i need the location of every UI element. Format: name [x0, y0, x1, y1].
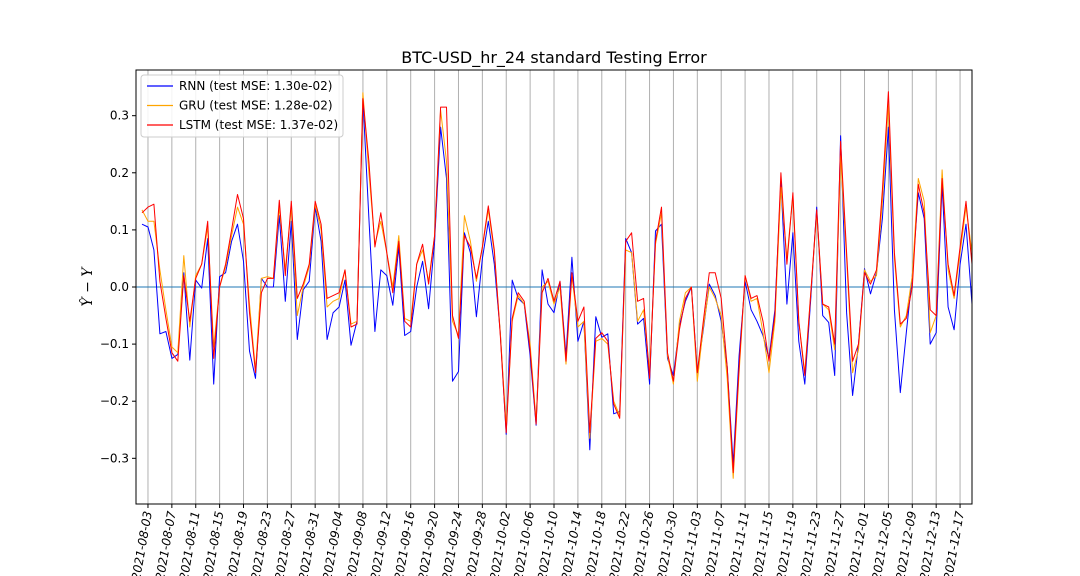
legend-box: [140, 74, 344, 138]
x-tick-label: 2021-08-31: [296, 510, 322, 576]
x-tick-label: 2021-11-03: [678, 510, 704, 576]
y-tick-label: 0.2: [110, 166, 129, 180]
x-tick-label: 2021-11-15: [750, 510, 776, 576]
x-axis: 2021-08-032021-08-072021-08-112021-08-15…: [129, 504, 967, 576]
x-tick-label: 2021-10-06: [511, 510, 537, 576]
y-axis-label: Ŷ − Y: [78, 266, 96, 307]
x-tick-label: 2021-11-19: [774, 510, 800, 576]
series-lines: [141, 91, 973, 479]
x-tick-label: 2021-10-14: [559, 510, 585, 576]
chart-title: BTC-USD_hr_24 standard Testing Error: [401, 48, 707, 68]
x-tick-label: 2021-12-09: [893, 510, 919, 576]
legend-label-rnn: RNN (test MSE: 1.30e-02): [179, 79, 332, 93]
y-tick-label: −0.1: [100, 337, 129, 351]
y-tick-label: 0.0: [110, 280, 129, 294]
x-tick-label: 2021-08-19: [225, 510, 251, 576]
x-tick-label: 2021-10-26: [631, 510, 657, 576]
x-tick-label: 2021-11-27: [822, 510, 848, 576]
x-tick-label: 2021-08-27: [272, 510, 298, 576]
x-tick-label: 2021-10-30: [654, 510, 680, 576]
x-tick-label: 2021-09-04: [320, 510, 346, 576]
y-tick-label: −0.2: [100, 394, 129, 408]
x-tick-label: 2021-08-07: [153, 510, 179, 576]
y-tick-label: −0.3: [100, 451, 129, 465]
x-tick-label: 2021-09-24: [440, 510, 466, 576]
legend-label-gru: GRU (test MSE: 1.28e-02): [179, 99, 333, 113]
x-tick-label: 2021-09-28: [463, 510, 489, 576]
x-tick-label: 2021-10-10: [535, 510, 561, 576]
x-tick-label: 2021-09-08: [344, 510, 370, 576]
x-tick-label: 2021-12-17: [941, 510, 967, 576]
y-tick-label: 0.3: [110, 109, 129, 123]
x-tick-label: 2021-12-13: [917, 510, 943, 576]
x-tick-label: 2021-08-23: [248, 510, 274, 576]
x-tick-label: 2021-09-16: [392, 510, 418, 576]
x-tick-label: 2021-09-20: [416, 510, 442, 576]
legend: RNN (test MSE: 1.30e-02) GRU (test MSE: 1…: [140, 74, 344, 138]
x-tick-label: 2021-09-12: [368, 510, 394, 576]
x-tick-label: 2021-08-03: [129, 510, 155, 576]
x-tick-label: 2021-10-02: [487, 510, 513, 576]
x-tick-label: 2021-08-11: [177, 510, 203, 576]
x-tick-label: 2021-12-05: [869, 510, 895, 576]
x-tick-label: 2021-10-22: [607, 510, 633, 576]
x-tick-label: 2021-08-15: [201, 510, 227, 576]
x-tick-label: 2021-11-23: [798, 510, 824, 576]
x-tick-label: 2021-11-07: [702, 510, 728, 576]
legend-label-lstm: LSTM (test MSE: 1.37e-02): [179, 118, 338, 132]
y-axis: −0.3 −0.2 −0.1 0.0 0.1 0.2 0.3: [100, 109, 136, 465]
series-line-lstm: [141, 91, 973, 474]
x-tick-label: 2021-12-01: [846, 510, 872, 576]
x-tick-label: 2021-11-11: [726, 510, 752, 576]
y-tick-label: 0.1: [110, 223, 129, 237]
x-tick-label: 2021-10-18: [583, 510, 609, 576]
